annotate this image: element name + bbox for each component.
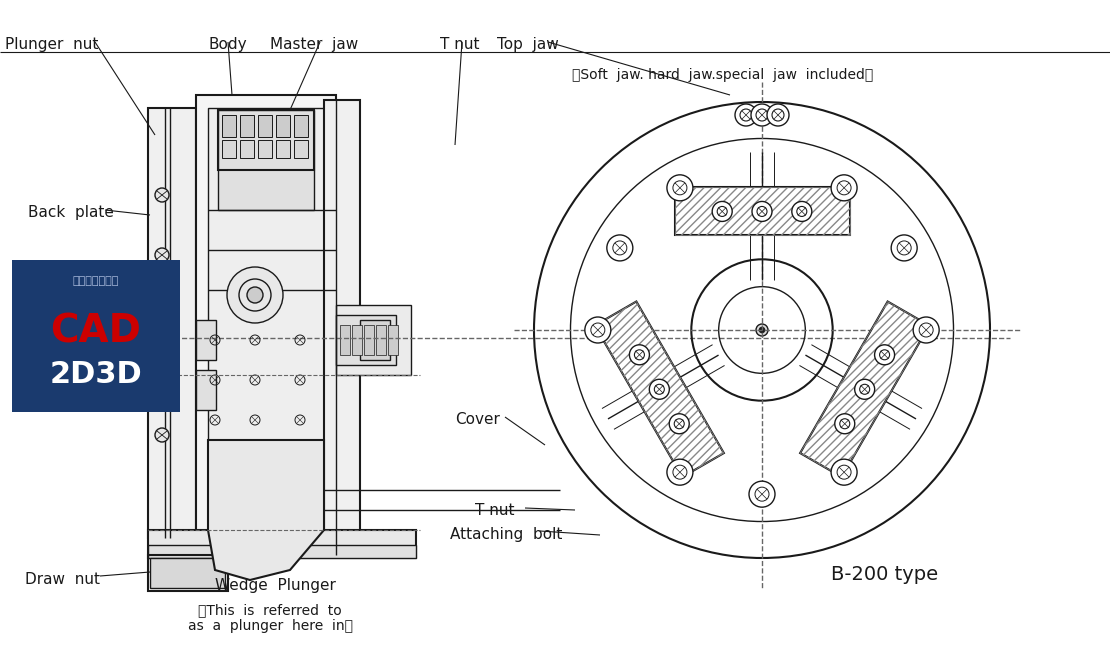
Text: Back  plate: Back plate (28, 205, 114, 220)
Circle shape (791, 202, 811, 221)
Bar (208, 108, 324, 543)
Circle shape (831, 459, 857, 485)
Circle shape (607, 235, 633, 261)
Polygon shape (208, 440, 324, 580)
Circle shape (667, 175, 693, 201)
Bar (196, 95, 336, 555)
Circle shape (155, 308, 169, 322)
Circle shape (751, 104, 773, 126)
Bar (340, 325, 350, 355)
Circle shape (667, 459, 693, 485)
Bar (218, 496, 314, 505)
Circle shape (751, 202, 771, 221)
Text: Plunger  nut: Plunger nut (6, 37, 99, 52)
Circle shape (855, 379, 875, 399)
Circle shape (629, 345, 649, 365)
Bar (240, 140, 254, 158)
Polygon shape (675, 188, 849, 235)
Bar (376, 325, 386, 355)
Bar (352, 325, 362, 355)
Text: （This  is  referred  to
as  a  plunger  here  in）: （This is referred to as a plunger here i… (188, 603, 353, 633)
Bar (240, 115, 254, 137)
Text: Cover: Cover (455, 412, 500, 427)
Circle shape (155, 248, 169, 262)
Circle shape (749, 481, 775, 507)
Circle shape (713, 202, 733, 221)
Bar (336, 305, 411, 375)
Bar (364, 325, 374, 355)
Text: 工业自动化专家: 工业自动化专家 (73, 276, 119, 286)
Bar (222, 115, 236, 137)
Circle shape (228, 267, 283, 323)
Circle shape (914, 317, 939, 343)
Text: Attaching  bolt: Attaching bolt (450, 527, 563, 542)
Bar (218, 460, 314, 469)
Text: B-200 type: B-200 type (831, 565, 939, 584)
Text: （Soft  jaw. hard  jaw.special  jaw  included）: （Soft jaw. hard jaw.special jaw included… (572, 68, 874, 82)
Bar (218, 472, 314, 481)
Bar (148, 108, 196, 538)
Bar (196, 370, 216, 410)
Bar (218, 448, 314, 457)
Circle shape (756, 324, 768, 336)
Polygon shape (595, 301, 724, 477)
Bar (336, 315, 396, 365)
Text: Master  jaw: Master jaw (270, 37, 359, 52)
Bar (276, 140, 290, 158)
Bar (294, 140, 307, 158)
Circle shape (155, 368, 169, 382)
Bar (150, 558, 225, 588)
Circle shape (248, 287, 263, 303)
Text: Body: Body (208, 37, 246, 52)
Bar (388, 325, 398, 355)
Circle shape (585, 317, 610, 343)
Text: 2D3D: 2D3D (50, 360, 142, 389)
Bar (276, 115, 290, 137)
Bar (148, 545, 416, 558)
Text: Wedge  Plunger: Wedge Plunger (215, 578, 336, 593)
Circle shape (875, 345, 895, 365)
Circle shape (831, 175, 857, 201)
Circle shape (759, 327, 765, 333)
Bar (196, 320, 216, 360)
Circle shape (891, 235, 917, 261)
Bar (324, 100, 360, 555)
Polygon shape (800, 301, 929, 477)
Text: T nut: T nut (475, 503, 515, 518)
Circle shape (835, 413, 855, 434)
Text: CAD: CAD (51, 312, 141, 350)
Bar (258, 140, 272, 158)
Bar (218, 110, 314, 170)
Bar (222, 140, 236, 158)
Bar (218, 110, 314, 210)
Bar (12, 260, 180, 412)
Circle shape (669, 413, 689, 434)
Text: Top  jaw: Top jaw (497, 37, 558, 52)
Circle shape (735, 104, 757, 126)
Bar (294, 115, 307, 137)
Bar (218, 508, 314, 517)
Bar (218, 484, 314, 493)
Circle shape (649, 379, 669, 399)
Circle shape (155, 428, 169, 442)
Bar (148, 530, 416, 558)
Bar (258, 115, 272, 137)
Circle shape (767, 104, 789, 126)
Circle shape (155, 188, 169, 202)
Text: T nut: T nut (440, 37, 480, 52)
Text: Draw  nut: Draw nut (26, 572, 100, 587)
Bar (360, 320, 390, 360)
Bar (148, 555, 228, 591)
Bar (218, 520, 314, 529)
